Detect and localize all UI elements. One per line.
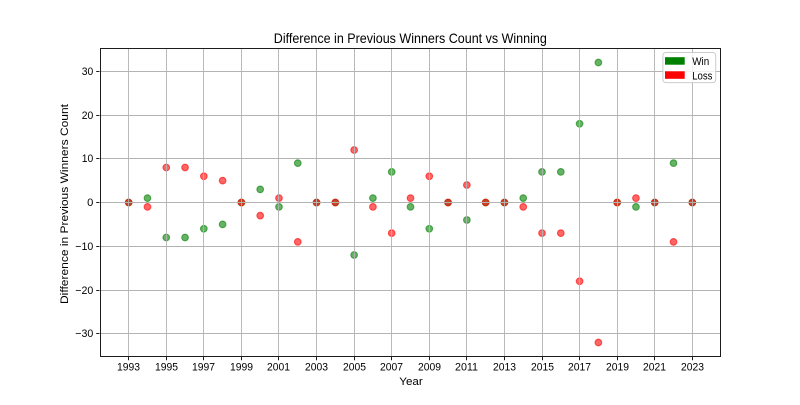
svg-text:2001: 2001 (267, 362, 290, 374)
svg-text:Loss: Loss (692, 70, 713, 82)
svg-text:2023: 2023 (681, 362, 704, 374)
svg-text:1997: 1997 (192, 362, 215, 374)
svg-text:2005: 2005 (343, 362, 366, 374)
svg-text:0: 0 (87, 197, 93, 209)
svg-text:2009: 2009 (418, 362, 441, 374)
svg-text:2019: 2019 (606, 362, 629, 374)
svg-text:−10: −10 (75, 241, 93, 253)
svg-text:2021: 2021 (643, 362, 666, 374)
svg-text:2007: 2007 (380, 362, 403, 374)
svg-text:−30: −30 (75, 328, 93, 340)
svg-text:1999: 1999 (230, 362, 253, 374)
svg-text:Difference in Previous Winners: Difference in Previous Winners Count (59, 104, 71, 304)
svg-text:Win: Win (692, 56, 709, 68)
svg-text:2015: 2015 (531, 362, 554, 374)
svg-text:2017: 2017 (568, 362, 591, 374)
svg-text:1993: 1993 (117, 362, 140, 374)
svg-text:−20: −20 (75, 285, 93, 297)
svg-text:30: 30 (82, 66, 94, 78)
svg-text:2011: 2011 (455, 362, 478, 374)
svg-text:2003: 2003 (305, 362, 328, 374)
svg-text:20: 20 (82, 110, 94, 122)
svg-text:10: 10 (82, 153, 94, 165)
svg-text:Year: Year (399, 376, 423, 388)
svg-text:2013: 2013 (493, 362, 516, 374)
svg-text:1995: 1995 (155, 362, 178, 374)
svg-text:Difference in Previous Winners: Difference in Previous Winners Count vs … (274, 30, 547, 46)
